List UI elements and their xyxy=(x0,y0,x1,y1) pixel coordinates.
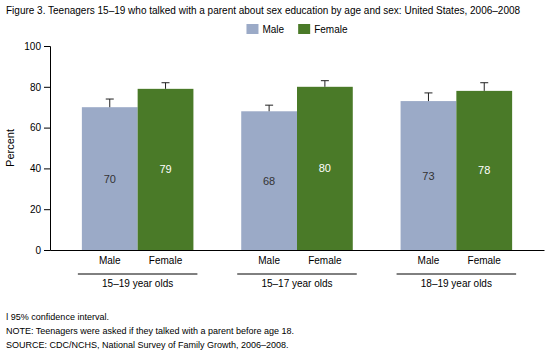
legend-swatch xyxy=(246,24,258,34)
series xyxy=(138,81,512,250)
data-label: 73 xyxy=(422,170,434,182)
chart: Figure 3. Teenagers 15–19 who talked wit… xyxy=(0,0,560,356)
bar xyxy=(297,87,353,250)
error-bar-cap xyxy=(106,99,114,100)
error-bar-cap xyxy=(321,80,329,81)
x-tick-label: Female xyxy=(468,255,502,266)
tick-label: 60 xyxy=(30,122,42,133)
tick-label: 100 xyxy=(24,41,41,52)
plot: 70 68 73 79 80 78 0 20 40 60 80 100 Percent Male Femal… xyxy=(4,41,545,289)
tick-label: 80 xyxy=(30,82,42,93)
legend-label: Male xyxy=(262,24,284,35)
x-tick-label: Male xyxy=(418,255,440,266)
error-bar-stem xyxy=(324,81,325,87)
x-axis xyxy=(51,250,545,251)
legend: Male Female xyxy=(246,24,347,35)
data-label: 80 xyxy=(319,162,331,174)
tick: 100 xyxy=(24,41,50,52)
data-label: 68 xyxy=(263,175,275,187)
data-label: 78 xyxy=(478,164,490,176)
annotations: ǀ 95% confidence interval. NOTE: Teenager… xyxy=(6,312,294,350)
legend-item: Female xyxy=(298,24,348,35)
tick: 20 xyxy=(30,204,50,215)
title: Figure 3. Teenagers 15–19 who talked wit… xyxy=(6,5,521,16)
marks xyxy=(82,81,512,250)
data-labels: 70 68 73 79 80 78 xyxy=(104,162,491,186)
legend-label: Female xyxy=(314,24,348,35)
error-bar-stem xyxy=(484,83,485,91)
group-label: 15–17 year olds xyxy=(261,278,332,289)
tick-label: 0 xyxy=(35,245,41,256)
tick-label: 40 xyxy=(30,163,42,174)
y-axis: 0 20 40 60 80 100 xyxy=(24,41,50,256)
tick-mark xyxy=(44,87,50,88)
footnote: SOURCE: CDC/NCHS, National Survey of Fam… xyxy=(6,340,289,350)
axis-line xyxy=(51,250,545,251)
x-labels: Male Female 15–19 year olds Male Female 15–17… xyxy=(78,255,516,289)
footnote: NOTE: Teenagers were asked if they talke… xyxy=(6,326,294,336)
axis-line xyxy=(44,47,51,251)
error-bar-cap xyxy=(480,82,488,83)
tick-mark xyxy=(44,209,50,210)
bar xyxy=(401,101,457,250)
legend-item: Male xyxy=(246,24,284,35)
tick: 0 xyxy=(35,245,50,256)
group-label: 15–19 year olds xyxy=(102,278,173,289)
tick-mark xyxy=(44,46,50,47)
error-bar xyxy=(321,81,329,87)
bar xyxy=(138,89,194,250)
x-tick-label: Male xyxy=(258,255,280,266)
tick: 80 xyxy=(30,82,50,93)
bar xyxy=(241,111,297,250)
tick-mark xyxy=(44,168,50,169)
group-line xyxy=(78,274,198,275)
error-bar-cap xyxy=(424,92,432,93)
error-bar xyxy=(106,99,114,107)
error-bar-stem xyxy=(428,93,429,101)
footnote: ǀ 95% confidence interval. xyxy=(6,312,109,322)
tick-mark xyxy=(44,128,50,129)
bar xyxy=(82,107,138,250)
tick: 40 xyxy=(30,163,50,174)
tick-label: 20 xyxy=(30,204,42,215)
bar xyxy=(456,91,512,250)
y-axis-title: Percent xyxy=(4,129,16,167)
error-bar-stem xyxy=(109,99,110,107)
group-line xyxy=(237,274,357,275)
data-label: 70 xyxy=(104,173,116,185)
error-bar-cap xyxy=(162,82,170,83)
x-tick-label: Male xyxy=(99,255,121,266)
x-tick-label: Female xyxy=(149,255,183,266)
error-bar xyxy=(480,83,488,91)
legend-swatch xyxy=(298,24,310,34)
error-bar xyxy=(265,105,273,111)
error-bar-stem xyxy=(165,83,166,89)
data-label: 79 xyxy=(159,163,171,175)
error-bar-stem xyxy=(269,105,270,111)
x-tick-label: Female xyxy=(308,255,342,266)
error-bar-cap xyxy=(265,105,273,106)
tick: 60 xyxy=(30,122,50,133)
group-line xyxy=(397,274,517,275)
group-label: 18–19 year olds xyxy=(421,278,492,289)
error-bar xyxy=(424,93,432,101)
error-bar xyxy=(162,83,170,89)
tick-mark xyxy=(44,250,50,251)
